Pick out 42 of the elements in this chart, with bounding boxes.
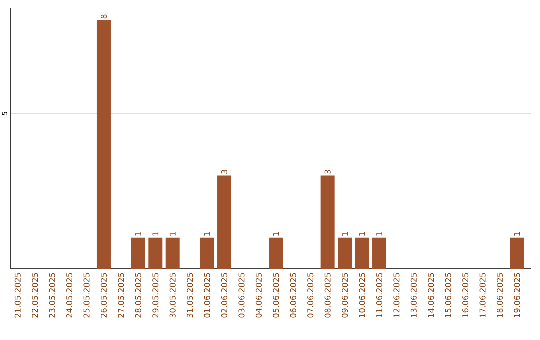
x-tick-label: 22.05.2025	[32, 273, 38, 318]
x-tick-label: 04.06.2025	[256, 273, 262, 318]
x-tick-label: 17.06.2025	[480, 273, 486, 318]
x-tick-label: 27.05.2025	[118, 273, 124, 318]
x-tick-label: 29.05.2025	[152, 273, 159, 318]
data-label: 1	[204, 232, 210, 236]
x-tick-label: 10.06.2025	[359, 273, 366, 318]
x-tick-label: 03.06.2025	[238, 273, 245, 318]
data-label: 1	[359, 232, 366, 236]
x-tick-label: 06.06.2025	[290, 273, 296, 318]
x-tick-label: 12.06.2025	[394, 273, 400, 318]
x-tick-label: 02.06.2025	[221, 273, 228, 318]
x-tick-label: 11.06.2025	[376, 273, 383, 318]
data-label: 1	[514, 232, 520, 236]
x-tick-label: 16.06.2025	[462, 273, 469, 318]
data-label: 3	[221, 170, 228, 174]
x-tick-label: 07.06.2025	[308, 273, 314, 318]
x-tick-label: 30.05.2025	[170, 273, 176, 318]
x-tick-label: 23.05.2025	[49, 273, 56, 318]
x-tick-label: 13.06.2025	[410, 273, 417, 318]
data-label: 1	[152, 232, 159, 236]
x-tick-label: 09.06.2025	[342, 273, 348, 318]
x-tick-label: 15.06.2025	[445, 273, 452, 318]
x-tick-label: 26.05.2025	[100, 273, 108, 318]
x-tick-label: 08.06.2025	[324, 273, 331, 318]
data-label: 1	[136, 232, 142, 236]
x-tick-label: 24.05.2025	[66, 273, 73, 318]
data-label: 8	[100, 14, 108, 19]
data-label: 1	[376, 232, 382, 236]
data-label: 1	[273, 232, 280, 236]
x-tick-label: 05.06.2025	[273, 273, 280, 318]
x-tick-label: 25.05.2025	[84, 273, 90, 318]
data-label: 3	[324, 170, 331, 174]
x-tick-label: 18.06.2025	[496, 273, 504, 318]
x-tick-label: 31.05.2025	[187, 273, 194, 318]
x-tick-label: 01.06.2025	[204, 273, 210, 318]
data-label: 1	[342, 232, 348, 236]
x-tick-label: 19.06.2025	[514, 273, 520, 318]
x-tick-label: 14.06.2025	[428, 273, 434, 318]
x-tick-label: 28.05.2025	[135, 273, 142, 318]
x-tick-label: 21.05.2025	[14, 273, 21, 318]
data-label: 1	[170, 232, 176, 236]
